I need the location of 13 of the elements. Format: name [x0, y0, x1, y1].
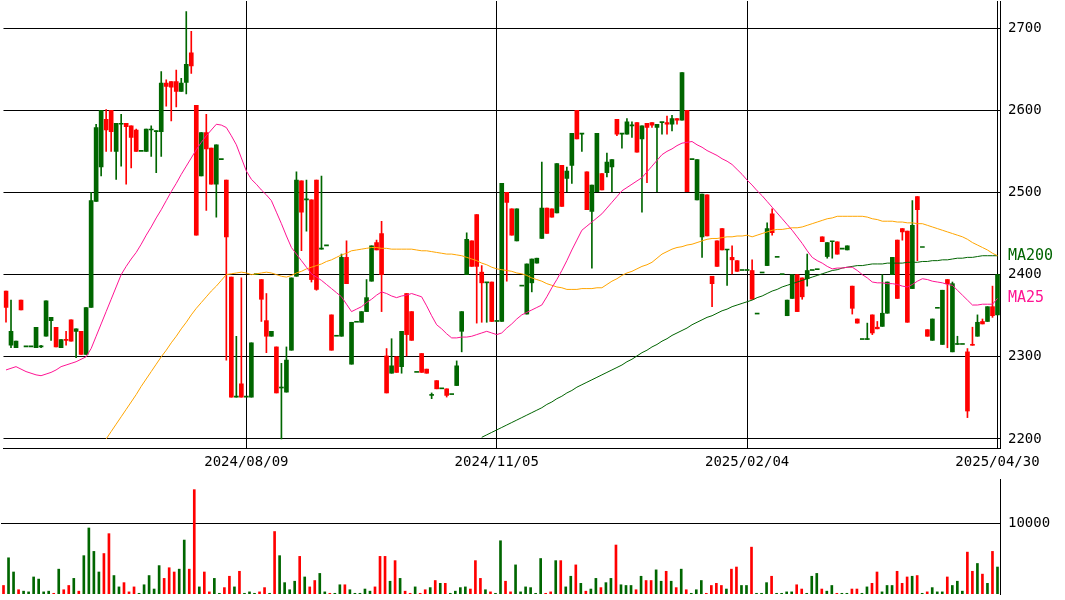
- x-tick-label: 2024/11/05: [454, 453, 539, 470]
- x-tick-label: 2025/04/30: [955, 453, 1040, 470]
- x-tick-label: 2024/08/09: [204, 453, 289, 470]
- y-tick-label: 2600: [1008, 100, 1042, 117]
- y-tick-label: 2300: [1008, 347, 1042, 364]
- y-tick-label: 2700: [1008, 18, 1042, 35]
- y-tick-label: 2400: [1008, 265, 1042, 282]
- y-tick-label: 10000: [1008, 513, 1051, 530]
- series-label: MA25: [1008, 288, 1045, 307]
- y-tick-label: 2500: [1008, 183, 1042, 200]
- series-label: MA200: [1008, 245, 1054, 264]
- y-tick-label: 2200: [1008, 429, 1042, 446]
- x-tick-label: 2025/02/04: [704, 453, 790, 470]
